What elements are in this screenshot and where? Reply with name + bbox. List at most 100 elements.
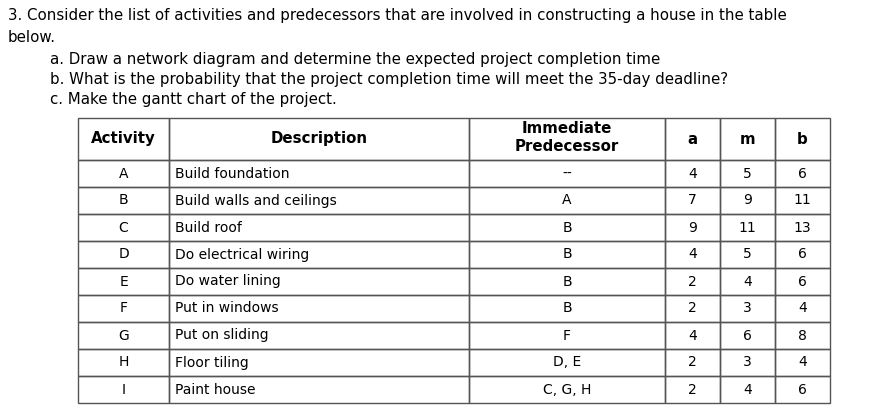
Bar (78, 160, 169, 187)
Text: Immediate: Immediate (521, 121, 612, 136)
Text: A: A (562, 193, 572, 208)
Text: Put in windows: Put in windows (175, 302, 279, 315)
Bar (78, 214, 169, 241)
Text: 2: 2 (688, 356, 697, 369)
Bar (665, 349, 720, 376)
Text: D: D (118, 248, 129, 262)
Text: 11: 11 (739, 220, 756, 235)
Text: Floor tiling: Floor tiling (175, 356, 249, 369)
Bar (469, 268, 665, 295)
Bar (469, 322, 665, 349)
Text: F: F (119, 302, 127, 315)
Text: 6: 6 (798, 166, 807, 181)
Text: 4: 4 (798, 356, 807, 369)
Text: Do electrical wiring: Do electrical wiring (175, 248, 310, 262)
Bar (169, 349, 469, 376)
Text: Paint house: Paint house (175, 382, 255, 396)
Bar (169, 160, 469, 187)
Bar (665, 295, 720, 322)
Text: Activity: Activity (92, 131, 156, 146)
Bar (469, 214, 665, 241)
Bar (469, 160, 665, 187)
Text: a. Draw a network diagram and determine the expected project completion time: a. Draw a network diagram and determine … (50, 52, 660, 67)
Text: I: I (121, 382, 126, 396)
Bar (169, 241, 469, 268)
Bar (78, 268, 169, 295)
Text: 11: 11 (794, 193, 811, 208)
Text: 3: 3 (743, 302, 752, 315)
Bar (665, 118, 720, 160)
Bar (469, 349, 665, 376)
Bar (169, 187, 469, 214)
Text: b: b (797, 131, 807, 146)
Bar (720, 187, 775, 214)
Text: A: A (119, 166, 128, 181)
Text: 5: 5 (743, 166, 752, 181)
Text: Build roof: Build roof (175, 220, 242, 235)
Text: 6: 6 (798, 382, 807, 396)
Bar (665, 376, 720, 403)
Text: B: B (119, 193, 128, 208)
Text: 8: 8 (798, 329, 807, 342)
Text: below.: below. (8, 30, 56, 45)
Text: Put on sliding: Put on sliding (175, 329, 269, 342)
Text: 6: 6 (798, 275, 807, 289)
Bar (720, 268, 775, 295)
Bar (469, 187, 665, 214)
Bar (720, 160, 775, 187)
Bar (775, 241, 830, 268)
Text: 2: 2 (688, 302, 697, 315)
Bar (665, 268, 720, 295)
Text: 13: 13 (794, 220, 811, 235)
Text: 4: 4 (743, 382, 752, 396)
Bar (720, 241, 775, 268)
Text: c. Make the gantt chart of the project.: c. Make the gantt chart of the project. (50, 92, 337, 107)
Text: Build foundation: Build foundation (175, 166, 290, 181)
Text: 4: 4 (688, 166, 697, 181)
Bar (169, 322, 469, 349)
Bar (78, 187, 169, 214)
Text: 6: 6 (743, 329, 752, 342)
Bar (775, 322, 830, 349)
Text: Do water lining: Do water lining (175, 275, 281, 289)
Text: b. What is the probability that the project completion time will meet the 35-day: b. What is the probability that the proj… (50, 72, 728, 87)
Bar (775, 187, 830, 214)
Text: 3: 3 (743, 356, 752, 369)
Bar (78, 241, 169, 268)
Bar (78, 349, 169, 376)
Text: H: H (119, 356, 129, 369)
Bar (78, 322, 169, 349)
Text: 4: 4 (798, 302, 807, 315)
Bar (775, 349, 830, 376)
Bar (775, 214, 830, 241)
Text: 3. Consider the list of activities and predecessors that are involved in constru: 3. Consider the list of activities and p… (8, 8, 787, 23)
Text: 9: 9 (743, 193, 752, 208)
Bar (469, 241, 665, 268)
Bar (78, 376, 169, 403)
Bar (720, 376, 775, 403)
Text: G: G (118, 329, 129, 342)
Bar (665, 214, 720, 241)
Text: C: C (119, 220, 128, 235)
Text: B: B (562, 248, 572, 262)
Text: a: a (687, 131, 698, 146)
Text: 9: 9 (688, 220, 697, 235)
Bar (78, 118, 169, 160)
Text: D, E: D, E (553, 356, 581, 369)
Bar (169, 376, 469, 403)
Bar (775, 295, 830, 322)
Bar (665, 160, 720, 187)
Bar (665, 322, 720, 349)
Bar (169, 118, 469, 160)
Text: --: -- (562, 166, 572, 181)
Bar (720, 118, 775, 160)
Text: 2: 2 (688, 275, 697, 289)
Bar (665, 241, 720, 268)
Bar (169, 295, 469, 322)
Text: 5: 5 (743, 248, 752, 262)
Text: m: m (739, 131, 755, 146)
Text: 7: 7 (688, 193, 697, 208)
Text: F: F (563, 329, 571, 342)
Bar (720, 349, 775, 376)
Text: B: B (562, 220, 572, 235)
